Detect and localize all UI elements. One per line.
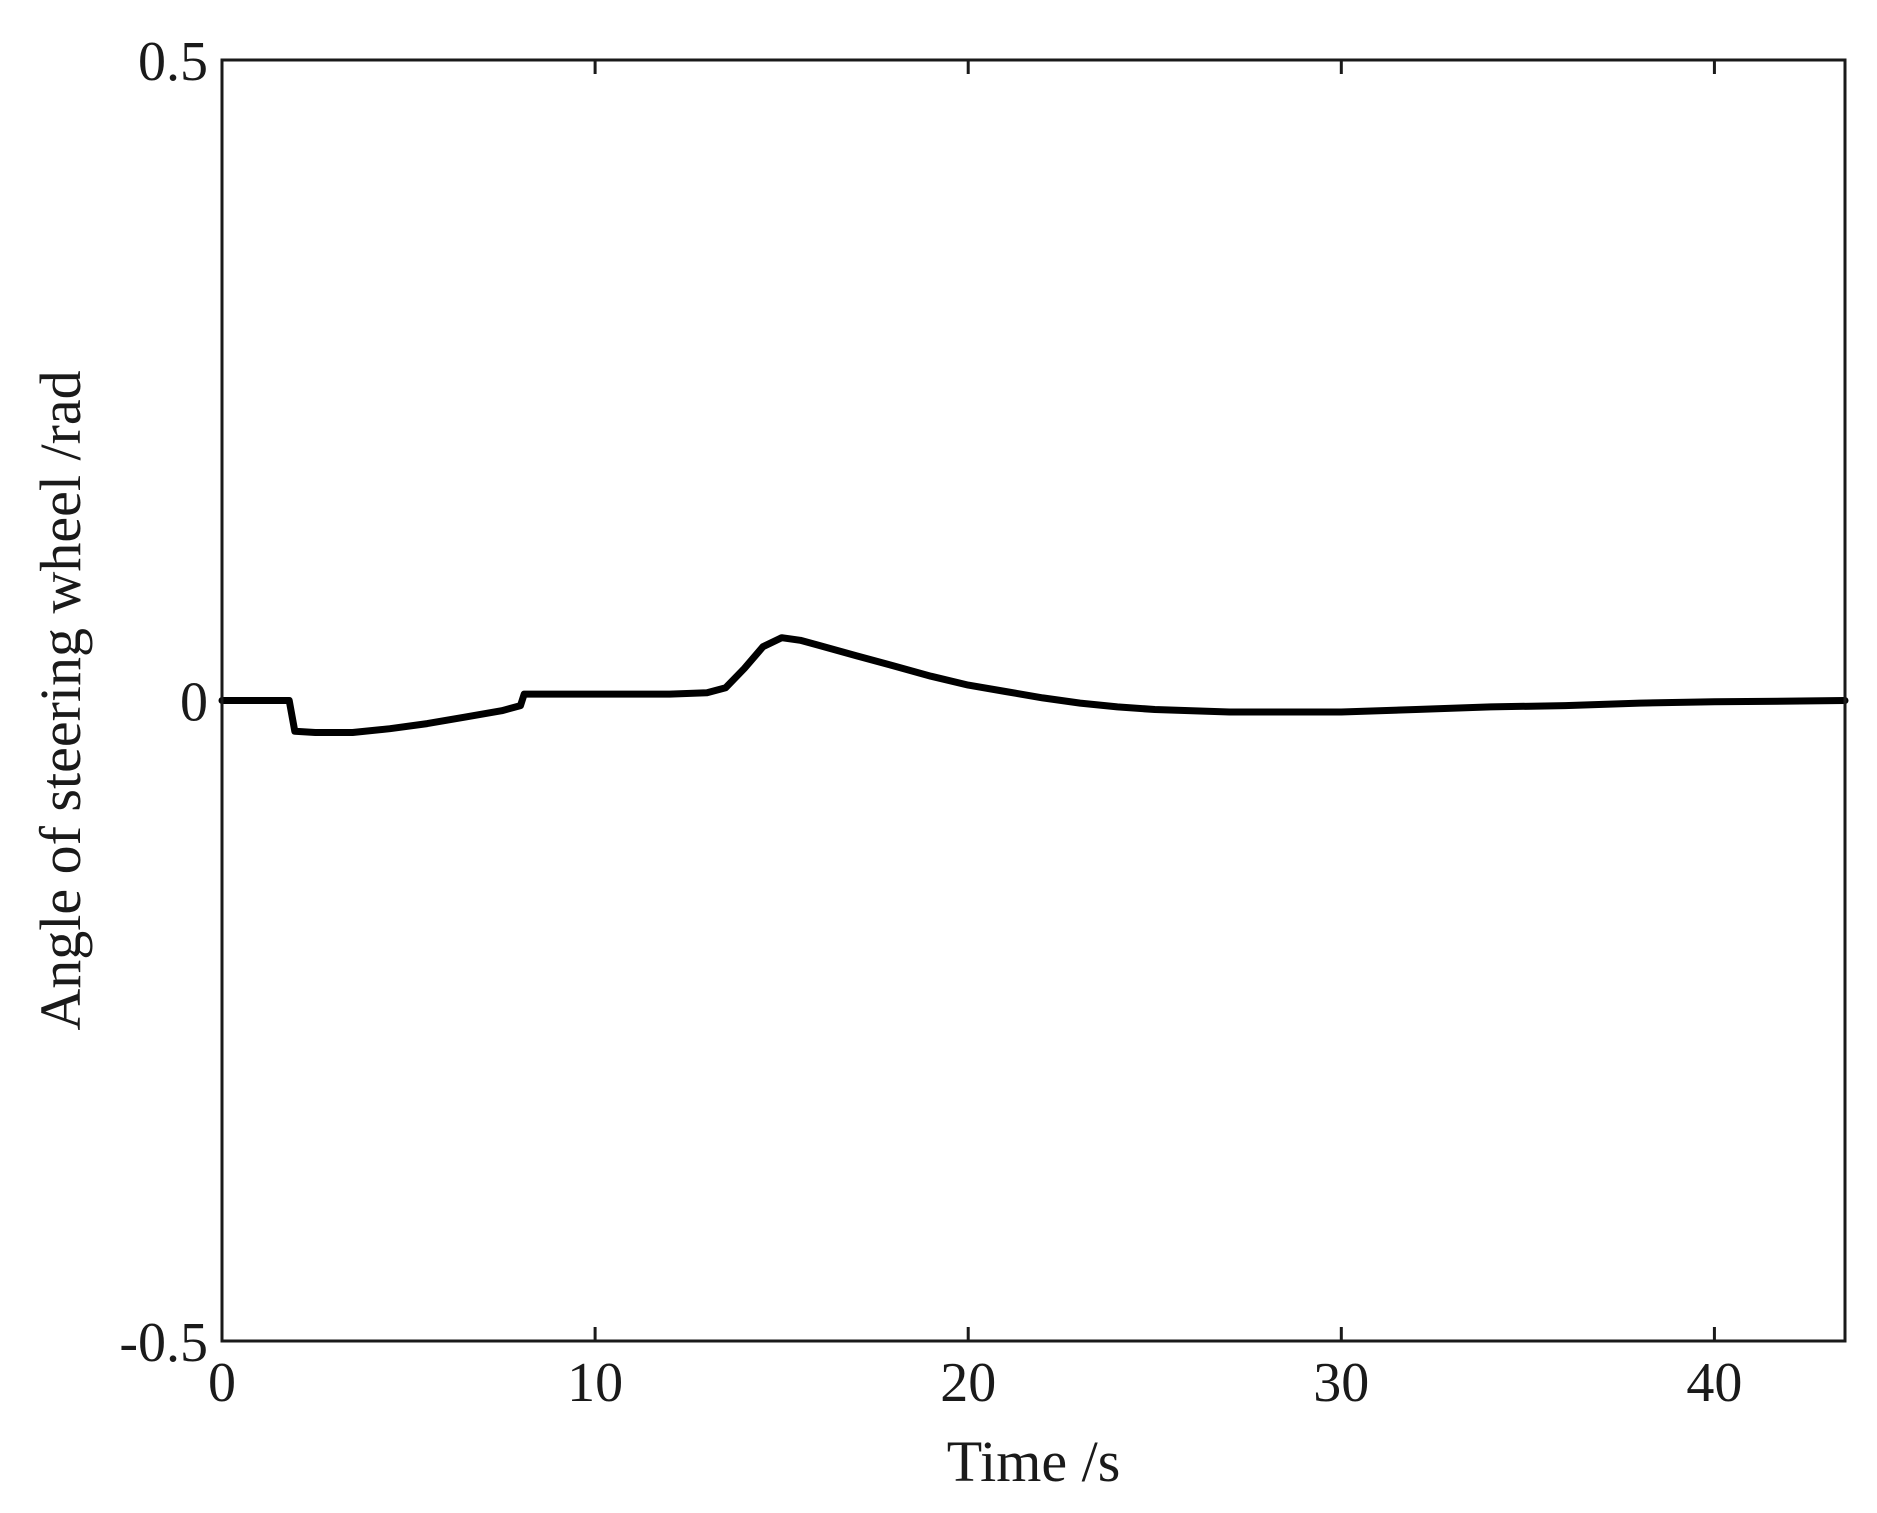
series-line bbox=[218, 634, 1849, 736]
x-tick-label: 0 bbox=[208, 1352, 236, 1414]
y-axis-label: Angle of steering wheel /rad bbox=[28, 370, 93, 1030]
y-tick-label: 0 bbox=[180, 672, 208, 734]
y-tick-label: -0.5 bbox=[119, 1312, 208, 1374]
x-axis-label: Time /s bbox=[947, 1429, 1121, 1494]
x-tick-label: 10 bbox=[567, 1352, 623, 1414]
y-tick-label: 0.5 bbox=[138, 31, 208, 93]
x-tick-label: 20 bbox=[940, 1352, 996, 1414]
x-tick-labels: 0 10 20 30 40 bbox=[208, 1352, 1742, 1414]
plot-frame bbox=[220, 58, 1847, 1343]
x-tick-label: 30 bbox=[1313, 1352, 1369, 1414]
x-tick-label: 40 bbox=[1686, 1352, 1742, 1414]
axis-ticks bbox=[220, 58, 1845, 1343]
series-layer bbox=[218, 634, 1849, 736]
y-tick-labels: -0.5 0 0.5 bbox=[119, 31, 208, 1374]
